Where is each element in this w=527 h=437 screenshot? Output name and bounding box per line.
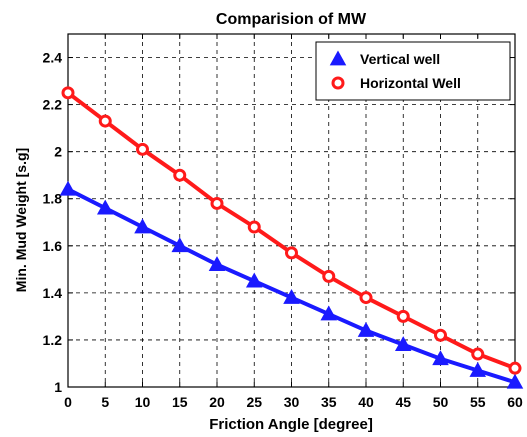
axes: 0 5 10 15 20 25 30 35 40 45 50 55 60 1 1.2 1.4 1.6 1.8 2 2.… [43, 33, 523, 410]
legend-label: Horizontal Well [360, 75, 461, 91]
x-tick-label: 30 [284, 394, 300, 410]
data-point [98, 114, 112, 128]
x-tick-label: 15 [172, 394, 188, 410]
x-tick-label: 0 [64, 394, 72, 410]
data-point [134, 218, 151, 234]
x-tick-label: 50 [433, 394, 449, 410]
data-point [394, 336, 412, 351]
data-point [210, 196, 224, 210]
legend-label: Vertical well [360, 51, 440, 67]
data-point [208, 256, 226, 271]
series-triangle [59, 180, 524, 389]
plot-series [59, 86, 524, 389]
x-tick-label: 60 [507, 394, 523, 410]
data-point [506, 373, 524, 389]
y-tick-label: 2.4 [43, 50, 63, 66]
data-point [245, 272, 263, 288]
x-tick-label: 35 [321, 394, 337, 410]
legend-marker [329, 50, 347, 66]
data-point [469, 361, 487, 377]
legend-entry: Vertical well [329, 50, 440, 67]
data-point [173, 168, 187, 182]
x-tick-label: 45 [395, 394, 411, 410]
data-point [471, 347, 485, 361]
data-point [508, 361, 522, 375]
x-axis-label: Friction Angle [degree] [209, 416, 373, 433]
series-circle [61, 86, 522, 375]
y-axis-label: Min. Mud Weight [s.g] [13, 148, 29, 292]
data-point [359, 291, 373, 305]
data-point [136, 142, 149, 156]
data-point [59, 180, 77, 196]
y-tick-label: 1.2 [43, 332, 63, 348]
y-tick-label: 1.6 [43, 238, 63, 254]
x-tick-label: 55 [470, 394, 486, 410]
data-point [322, 269, 336, 283]
x-tick-label: 5 [101, 394, 109, 410]
y-tick-label: 1.8 [43, 191, 63, 207]
data-point [320, 305, 338, 321]
data-point [396, 309, 410, 323]
data-point [285, 246, 298, 260]
y-tick-label: 1 [54, 379, 62, 395]
x-tick-label: 40 [358, 394, 374, 410]
chart-title: Comparision of MW [216, 11, 367, 28]
data-point [432, 350, 449, 366]
x-tick-label: 20 [209, 394, 225, 410]
data-point [96, 199, 114, 215]
legend: Vertical well Horizontal Well [315, 41, 511, 101]
data-point [171, 237, 189, 253]
x-tick-label: 10 [135, 394, 151, 410]
legend-marker [331, 76, 345, 90]
x-tick-label: 25 [246, 394, 262, 410]
data-point [61, 86, 75, 100]
data-point [247, 220, 261, 234]
data-point [434, 328, 447, 342]
data-point [283, 289, 300, 304]
legend-entry: Horizontal Well [331, 75, 461, 91]
y-tick-label: 1.4 [43, 285, 63, 301]
legend-box [315, 41, 511, 101]
data-point [357, 321, 375, 337]
y-tick-label: 2.2 [43, 97, 63, 113]
y-tick-label: 2 [54, 144, 62, 160]
